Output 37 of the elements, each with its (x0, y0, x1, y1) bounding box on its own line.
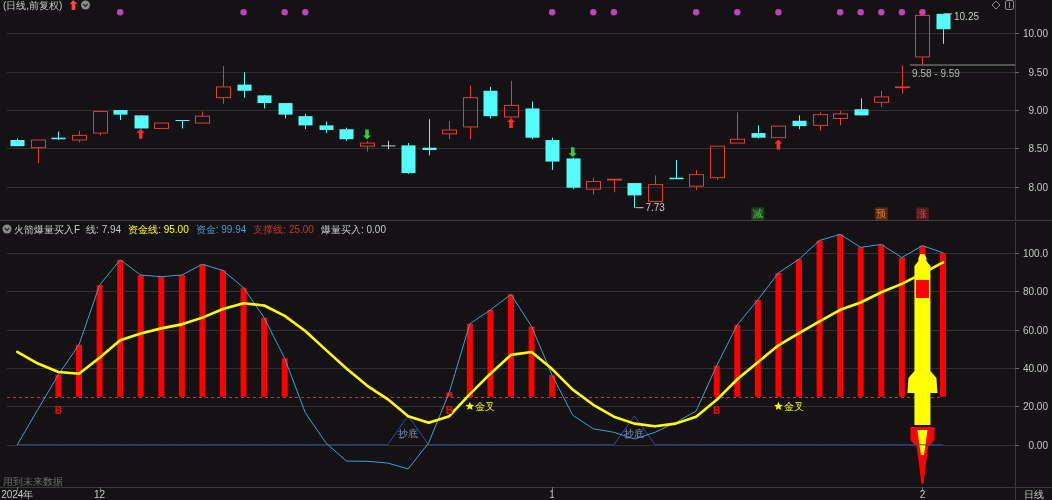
data-label: 金叉 (783, 400, 804, 412)
y-tick-label: 8.50 (1028, 143, 1049, 154)
y-tick-label: 60.00 (1022, 325, 1049, 336)
y-tick-label: 9.50 (1028, 67, 1049, 78)
annotation: 7.73 (645, 202, 666, 214)
data-label: 预 (876, 208, 887, 220)
data-label: 金叉 (475, 400, 496, 412)
annotation: 10.25 (954, 11, 980, 23)
data-label: 涨 (917, 208, 928, 220)
y-tick-label: 40.00 (1022, 363, 1049, 374)
x-tick-label: 2 (919, 488, 926, 500)
annotation: 爆量买入: 0.00 (320, 223, 387, 235)
x-tick-label: 2024年 (1, 488, 34, 500)
y-tick-label: 9.00 (1028, 105, 1049, 116)
y-tick-label: 10.00 (1022, 28, 1049, 39)
text: 资金线: 95.00 (128, 223, 190, 235)
ref-line-label: 支撑线: 25.00 (253, 223, 315, 235)
data-label: B (445, 405, 453, 417)
text: 日线 (1023, 488, 1044, 500)
y-tick-label: 8.00 (1028, 182, 1049, 193)
data-label: 减 (752, 208, 763, 220)
y-tick-label: 100.0 (1022, 248, 1049, 259)
y-tick-label: 20.00 (1022, 401, 1049, 412)
chart-title: (日线,前复权) (3, 0, 63, 11)
band-label: 9.58 - 9.59 (912, 67, 961, 79)
y-tick-label: 80.00 (1022, 286, 1049, 297)
text: 资金: 99.94 (195, 223, 247, 235)
annotation: 线: 7.94 (86, 223, 122, 235)
x-tick-label: 1 (549, 488, 556, 500)
data-label: 抄底 (624, 428, 645, 440)
chart-title: 火箭爆量买入F (14, 223, 81, 235)
data-label: 抄底 (398, 428, 419, 440)
y-tick-label: 0.00 (1028, 440, 1049, 451)
data-label: B (713, 405, 721, 417)
annotation: 用到未来数据 (3, 475, 63, 487)
data-label: B (54, 405, 63, 417)
x-tick-label: 12 (94, 488, 106, 500)
